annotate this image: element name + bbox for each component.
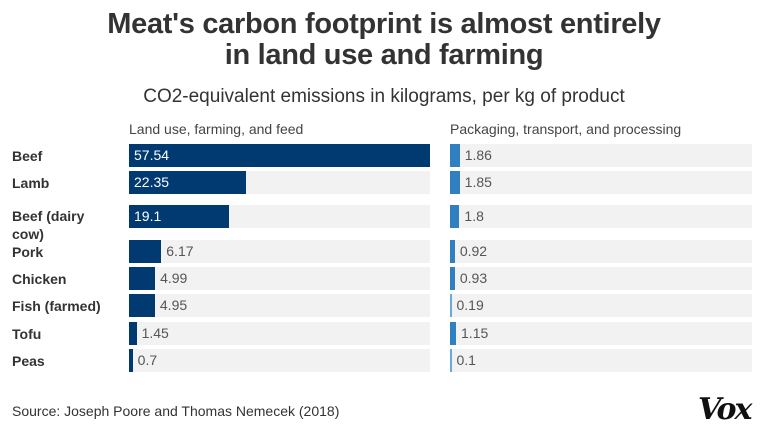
bar-land — [129, 267, 156, 290]
data-label: 1.86 — [464, 147, 492, 163]
data-label: 0.1 — [456, 352, 476, 368]
chart-title-line-2: in land use and farming — [224, 39, 544, 71]
bar-land — [129, 240, 162, 263]
bar-track: 4.95 — [129, 294, 430, 317]
source-note: Source: Joseph Poore and Thomas Nemecek … — [12, 403, 340, 419]
data-label: 0.19 — [456, 297, 484, 313]
bar-packaging — [450, 322, 457, 345]
bar-packaging — [450, 171, 460, 194]
data-label: 1.85 — [464, 174, 492, 190]
bar-track: 0.92 — [450, 240, 752, 263]
bar-track: 1.45 — [129, 322, 430, 345]
bar-land — [129, 144, 430, 167]
chart-title-line-1: Meat's carbon footprint is almost entire… — [107, 8, 661, 40]
data-label: 0.92 — [459, 243, 488, 259]
bar-land — [129, 171, 246, 194]
category-label: Beef (dairy cow) — [12, 208, 85, 242]
bar-land — [129, 322, 137, 345]
data-label: 57.54 — [134, 147, 170, 163]
bar-packaging — [450, 267, 455, 290]
bar-track: 57.54 — [129, 144, 430, 167]
data-label: 22.35 — [134, 174, 170, 190]
data-label: 19.1 — [134, 208, 162, 224]
series-header-land: Land use, farming, and feed — [129, 121, 304, 137]
bar-track: 0.7 — [129, 349, 430, 372]
bar-track: 0.93 — [450, 267, 752, 290]
bar-track: 0.19 — [450, 294, 752, 317]
category-label: Pork — [12, 244, 44, 260]
bar-track: 0.1 — [450, 349, 752, 372]
bar-track: 19.1 — [129, 205, 430, 228]
data-label: 1.45 — [141, 325, 169, 341]
bar-land — [129, 205, 229, 228]
data-label: 1.8 — [464, 208, 484, 224]
bar-packaging — [450, 144, 460, 167]
bar-land — [129, 349, 133, 372]
category-label: Peas — [12, 353, 45, 369]
vox-logo: Vox — [698, 392, 752, 427]
data-label: 6.17 — [166, 243, 194, 259]
bar-track: 1.8 — [450, 205, 752, 228]
data-label: 0.7 — [137, 352, 158, 368]
category-label: Tofu — [12, 326, 42, 342]
series-header-packaging: Packaging, transport, and processing — [450, 121, 682, 137]
category-label: Fish (farmed) — [12, 298, 101, 314]
bar-packaging — [450, 240, 455, 263]
bar-packaging — [450, 349, 452, 372]
bar-track: 6.17 — [129, 240, 430, 263]
bar-packaging — [450, 205, 460, 228]
data-label: 1.15 — [461, 325, 489, 341]
bar-track: 1.86 — [450, 144, 752, 167]
bar-packaging — [450, 294, 452, 317]
bar-track: 1.85 — [450, 171, 752, 194]
category-label: Lamb — [12, 175, 50, 191]
category-label: Chicken — [12, 271, 67, 287]
data-label: 4.99 — [160, 270, 188, 286]
category-label: Beef — [12, 148, 43, 164]
bar-track: 1.15 — [450, 322, 752, 345]
bar-track: 22.35 — [129, 171, 430, 194]
bar-track: 4.99 — [129, 267, 430, 290]
bar-land — [129, 294, 155, 317]
chart-subtitle: CO2-equivalent emissions in kilograms, p… — [143, 86, 625, 107]
data-label: 4.95 — [159, 297, 188, 313]
data-label: 0.93 — [459, 270, 488, 286]
